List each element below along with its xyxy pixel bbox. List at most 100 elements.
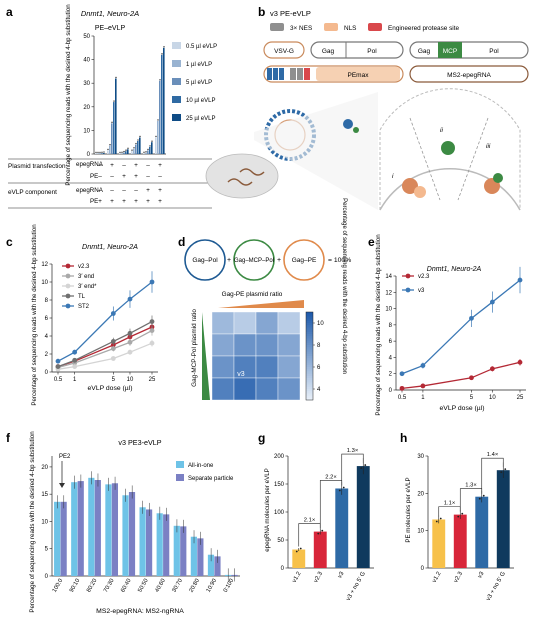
bar-f [128,492,136,576]
bar-f [105,484,112,576]
construct-pemax-label: PEmax [348,72,370,79]
bar-f [71,482,78,576]
bar-a [151,142,153,154]
bar-a [149,146,151,154]
panel-f-ylabel: Percentage of sequencing reads with the … [29,431,36,613]
panel-f-xtick-label: 0:100 [223,578,235,594]
panel-c-ytick-label: 10 [41,280,48,286]
panel-g-ytick-label: 0 [281,566,285,572]
bar-a [135,144,137,154]
construct-gag2-label: Gag [418,48,431,55]
panel-a-title: Dnmt1, Neuro-2A [81,9,139,18]
bar-a [127,149,129,154]
legend-label-f-1: Separate particle [188,476,234,482]
panel-c-xtick-label: 5 [112,377,116,383]
panel-e-xtick-label: 5 [470,395,474,401]
panel-c-xlabel: eVLP dose (µl) [88,385,133,392]
panel-d: Gag–Pol + Gag–MCP–Pol + Gag–PE = 100% Ga… [184,198,351,401]
construct-ms2-epegrna [409,65,529,83]
panel-e-point [517,359,523,365]
construct-pol2-label: Pol [489,48,499,55]
legend-label-c-2: 3′ end* [78,284,97,290]
heatmap-cell [277,333,301,357]
panel-e-xtick-label: 25 [517,395,524,401]
bar-a [107,150,109,154]
panel-c-ytick-label: 2 [45,352,49,358]
producer-cell [205,153,279,199]
bar-f [94,480,101,576]
heatmap-cell [277,355,301,379]
panel-f-legend: All-in-one Separate particle [176,461,234,482]
panel-g-bar [335,488,349,568]
box-gag-pol-label: Gag–Pol [192,257,218,264]
bar-a [99,153,101,154]
bar-f [163,514,170,576]
panel-h-fold-label: 1.4× [487,452,498,458]
panel-e-point [399,385,405,391]
heatmap-cell [255,377,279,401]
panel-c-point [127,330,133,336]
panel-label-d: d [178,235,185,249]
panel-e-point [517,277,523,283]
bar-f [122,495,129,576]
construct-mcp-domain [438,42,462,58]
bar-a [111,123,113,154]
bar-a [103,153,105,154]
panel-e-point [469,315,474,321]
legend-swatch-a-2 [172,78,181,85]
panel-a-ytick-label: 10 [83,128,90,134]
legend-label-a-4: 25 µl eVLP [186,116,215,122]
panel-a-row-label-1: PE [90,173,98,180]
colorbar-tick-label: 8 [317,343,321,349]
panel-g-ylabel: epegRNA molecules per eVLP [264,468,271,552]
panel-b-title: v3 PE-eVLP [270,9,311,18]
panel-h-fold-label: 1.1× [444,501,455,507]
panel-b: v3 PE-eVLP 3× NES NLS Engineered proteas… [205,9,529,211]
legend-label-a-3: 10 µl eVLP [186,98,215,104]
panel-a-ytick-label: 20 [83,105,90,111]
panel-e-series-line [401,279,521,375]
heatmap-cell [211,311,235,335]
panel-f-ytick-label: 10 [41,519,48,525]
panel-f-ytick-label: 20 [41,465,48,471]
bar-a [163,47,165,154]
panel-a-table-cell: – [98,162,102,169]
panel-d-equation: = 100% [328,257,351,264]
panel-f-ytick-label: 15 [41,492,48,498]
panel-c-point [110,356,116,361]
panel-e-point [489,299,495,305]
panel-c-point [72,357,78,363]
panel-label-h: h [400,431,407,445]
panel-c-point [149,340,155,346]
bar-a [133,148,135,154]
bar-f [190,536,197,576]
bar-a [101,153,103,154]
bar-a [123,152,125,154]
panel-a-table-cell: + [122,198,126,205]
panel-g-ytick-label: 100 [274,510,285,516]
panel-g-bar [292,549,306,568]
panel-f-xtick-label: 70:30 [103,578,115,594]
panel-a-table-cell: + [134,162,138,169]
panel-d-cell-label: v3 [237,371,245,378]
heatmap-cell [211,377,235,401]
bar-f [54,501,61,576]
construct-mcp-label: MCP [443,48,457,55]
panel-e-ytick-label: 12 [385,290,392,296]
heatmap-cell [233,333,257,357]
panel-c-series-line [57,342,153,370]
panel-a-row-label-3: PE [90,198,98,205]
bar-f [180,526,187,576]
panel-c-point [149,279,155,285]
panel-a-table-cell: + [98,198,102,205]
panel-a-row-label-2: epegRNA [76,187,104,194]
panel-label-b: b [258,5,265,19]
panel-g-fold-label: 2.2× [325,474,336,480]
panel-a-ytick-label: 50 [83,34,90,40]
panel-f-xtick-label: 30:70 [171,578,183,594]
heatmap-cell [211,333,235,357]
panel-e-xlabel: eVLP dose (µl) [440,405,485,412]
bar-a [155,137,157,154]
step-ii: ii [440,127,443,134]
panel-h-fold-label: 1.3× [465,483,476,489]
